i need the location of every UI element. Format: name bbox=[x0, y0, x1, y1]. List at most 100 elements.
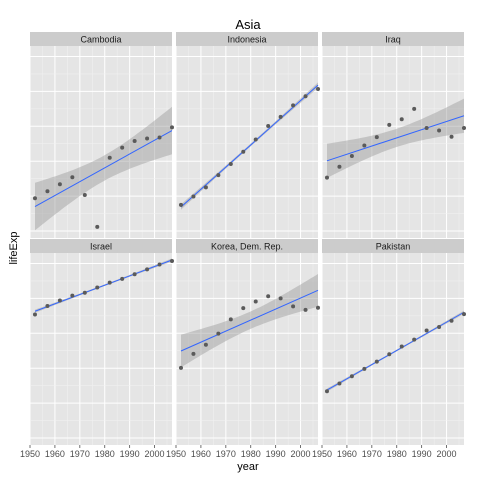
data-point bbox=[253, 299, 258, 304]
data-point bbox=[157, 262, 162, 267]
data-point bbox=[412, 337, 417, 342]
data-point bbox=[316, 305, 320, 310]
data-point bbox=[132, 272, 137, 277]
facet-panels: Cambodia Indonesia Iraq Israel Korea, Dem. R… bbox=[29, 32, 466, 445]
fit-line bbox=[326, 311, 465, 391]
data-point bbox=[374, 359, 379, 364]
data-point bbox=[424, 328, 429, 333]
data-point bbox=[362, 366, 367, 371]
x-tick-label: 1950 bbox=[166, 449, 186, 459]
data-point bbox=[216, 173, 221, 178]
data-point bbox=[178, 365, 183, 370]
facet-panel: Cambodia bbox=[29, 32, 174, 238]
x-tick-label: 1960 bbox=[45, 449, 65, 459]
facet-panel: Israel bbox=[29, 239, 174, 445]
data-point bbox=[437, 325, 442, 330]
chart-title: Asia bbox=[235, 17, 261, 32]
x-tick-label: 1990 bbox=[266, 449, 286, 459]
y-axis-title: lifeExp bbox=[8, 231, 20, 264]
data-point bbox=[278, 296, 283, 301]
data-point bbox=[449, 134, 454, 139]
data-point bbox=[203, 185, 208, 190]
fit-line bbox=[180, 289, 319, 352]
facet-panel: Korea, Dem. Rep. bbox=[175, 239, 320, 445]
data-point bbox=[191, 194, 196, 199]
data-point bbox=[82, 290, 87, 295]
data-point bbox=[241, 149, 246, 154]
data-point bbox=[32, 196, 37, 201]
x-tick-label: 2000 bbox=[145, 449, 165, 459]
data-point bbox=[216, 331, 221, 336]
facet-strip-label: Korea, Dem. Rep. bbox=[211, 242, 283, 252]
data-point bbox=[399, 117, 404, 122]
x-tick-label: 1970 bbox=[216, 449, 236, 459]
x-tick-label: 1970 bbox=[362, 449, 382, 459]
facet-panel: Pakistan bbox=[321, 239, 466, 445]
x-tick-label: 1990 bbox=[120, 449, 140, 459]
facet-panel: Indonesia bbox=[175, 32, 320, 238]
panel-background bbox=[322, 253, 464, 445]
data-point bbox=[178, 202, 183, 207]
data-point bbox=[120, 145, 125, 150]
data-point bbox=[387, 122, 392, 127]
data-point bbox=[191, 351, 196, 356]
facet-strip bbox=[176, 32, 318, 46]
data-point bbox=[253, 137, 258, 142]
fit-line bbox=[180, 84, 319, 208]
data-point bbox=[70, 293, 75, 298]
data-point bbox=[412, 106, 417, 111]
data-point bbox=[120, 276, 125, 281]
facet-strip bbox=[322, 239, 464, 253]
x-tick-label: 1950 bbox=[312, 449, 332, 459]
x-tick-label: 1960 bbox=[337, 449, 357, 459]
data-point bbox=[95, 285, 100, 290]
x-tick-label: 2000 bbox=[291, 449, 311, 459]
data-point bbox=[203, 342, 208, 347]
x-tick-label: 1950 bbox=[20, 449, 40, 459]
data-point bbox=[324, 389, 329, 394]
data-point bbox=[374, 135, 379, 140]
data-point bbox=[57, 298, 62, 303]
data-point bbox=[266, 294, 271, 299]
data-point bbox=[424, 126, 429, 131]
data-point bbox=[337, 381, 342, 386]
x-tick-label: 2000 bbox=[437, 449, 457, 459]
data-point bbox=[241, 306, 246, 311]
data-point bbox=[132, 138, 137, 143]
fit-line bbox=[34, 130, 173, 207]
data-point bbox=[145, 136, 150, 141]
data-point bbox=[362, 143, 367, 148]
data-point bbox=[32, 312, 37, 317]
data-point bbox=[157, 135, 162, 140]
fit-line bbox=[34, 259, 173, 312]
data-point bbox=[291, 304, 296, 309]
x-tick-label: 1990 bbox=[412, 449, 432, 459]
facet-strip bbox=[30, 239, 172, 253]
x-tick-label: 1980 bbox=[95, 449, 115, 459]
data-point bbox=[437, 128, 442, 133]
facet-strip-label: Iraq bbox=[385, 35, 401, 45]
data-point bbox=[45, 189, 50, 194]
facet-strip bbox=[30, 32, 172, 46]
fit-line bbox=[326, 115, 465, 162]
x-tick-label: 1980 bbox=[387, 449, 407, 459]
facet-panel: Iraq bbox=[321, 32, 466, 238]
data-point bbox=[107, 280, 112, 285]
x-tick-label: 1960 bbox=[191, 449, 211, 459]
data-point bbox=[449, 318, 454, 323]
data-point bbox=[57, 182, 62, 187]
data-point bbox=[145, 267, 150, 272]
data-point bbox=[107, 155, 112, 160]
x-axis-title: year bbox=[237, 461, 259, 473]
data-point bbox=[82, 193, 87, 198]
facet-strip bbox=[322, 32, 464, 46]
facet-strip-label: Israel bbox=[90, 242, 112, 252]
data-point bbox=[387, 352, 392, 357]
panel-background bbox=[176, 46, 318, 238]
data-point bbox=[170, 259, 174, 264]
data-point bbox=[349, 153, 354, 158]
panel-background bbox=[30, 46, 172, 238]
panel-background bbox=[176, 253, 318, 445]
data-point bbox=[303, 307, 308, 312]
data-point bbox=[45, 304, 50, 309]
